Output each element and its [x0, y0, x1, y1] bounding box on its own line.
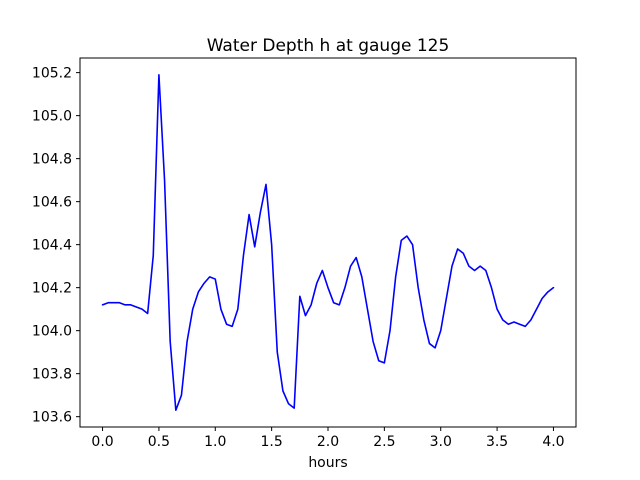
- x-tick-label: 0.0: [91, 434, 113, 450]
- x-tick-label: 3.0: [430, 434, 452, 450]
- y-tick-label: 104.6: [32, 195, 72, 211]
- y-tick-label: 103.8: [32, 367, 72, 383]
- x-tick-label: 1.5: [261, 434, 283, 450]
- x-axis-label: hours: [308, 455, 348, 471]
- x-tick-label: 3.5: [486, 434, 508, 450]
- y-tick-label: 104.4: [32, 238, 72, 254]
- y-tick-label: 103.6: [32, 410, 72, 426]
- chart-title: Water Depth h at gauge 125: [206, 36, 450, 56]
- y-tick-label: 105.0: [32, 109, 72, 125]
- x-tick-label: 1.0: [204, 434, 226, 450]
- x-tick-label: 0.5: [148, 434, 170, 450]
- series-line-water-depth-h: [101, 73, 555, 412]
- y-tick-label: 104.8: [32, 152, 72, 168]
- y-tick-label: 104.2: [32, 281, 72, 297]
- y-tick-label: 105.2: [32, 66, 72, 82]
- x-tick-label: 4.0: [542, 434, 564, 450]
- x-tick-label: 2.0: [317, 434, 339, 450]
- x-tick-label: 2.5: [373, 434, 395, 450]
- y-tick-label: 104.0: [32, 324, 72, 340]
